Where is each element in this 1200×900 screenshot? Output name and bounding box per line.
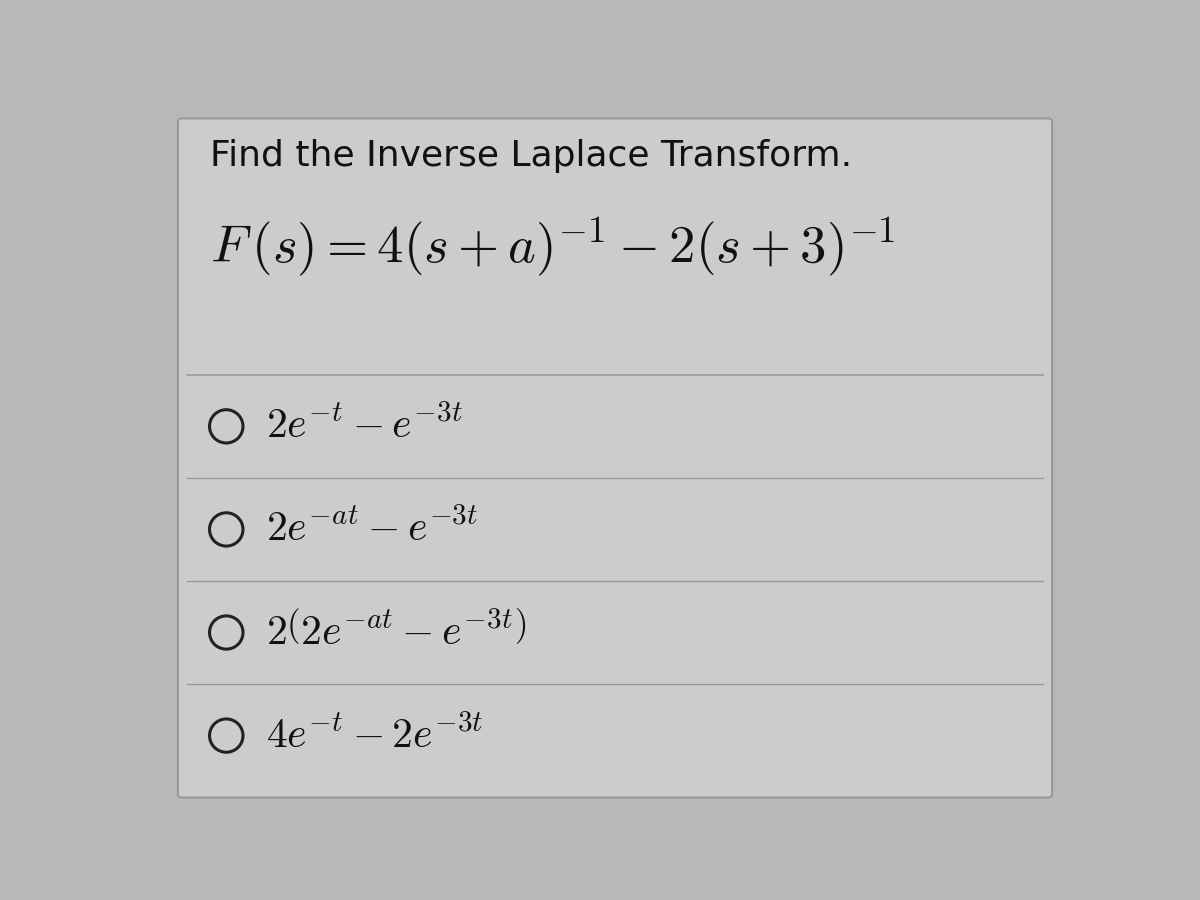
Text: $2e^{-at} - e^{-3t}$: $2e^{-at} - e^{-3t}$ <box>266 508 479 551</box>
Text: Find the Inverse Laplace Transform.: Find the Inverse Laplace Transform. <box>210 140 852 173</box>
Text: $F\,(s) = 4(s + a)^{-1} - 2(s + 3)^{-1}$: $F\,(s) = 4(s + a)^{-1} - 2(s + 3)^{-1}$ <box>210 215 895 278</box>
FancyBboxPatch shape <box>178 119 1052 797</box>
Text: $2\left(2e^{-at} - e^{-3t}\right)$: $2\left(2e^{-at} - e^{-3t}\right)$ <box>266 611 527 653</box>
Text: $2e^{-t} - e^{-3t}$: $2e^{-t} - e^{-3t}$ <box>266 405 463 447</box>
Text: $4e^{-t} - 2e^{-3t}$: $4e^{-t} - 2e^{-3t}$ <box>266 715 484 757</box>
